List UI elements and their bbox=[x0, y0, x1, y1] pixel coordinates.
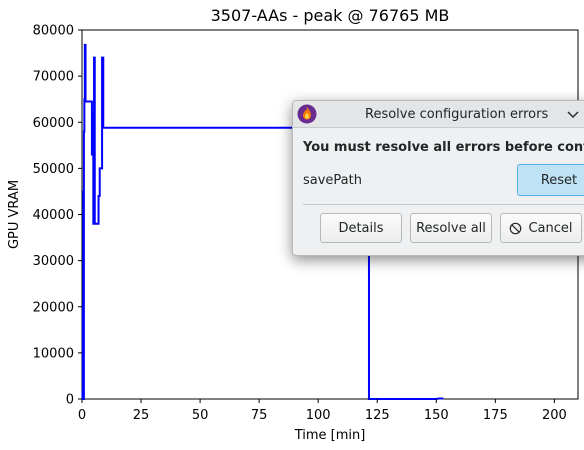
chart-title: 3507-AAs - peak @ 76765 MB bbox=[211, 6, 450, 25]
chevron-down-icon[interactable] bbox=[565, 106, 581, 122]
x-tick-label: 150 bbox=[424, 408, 449, 423]
y-tick-label: 70000 bbox=[33, 70, 74, 85]
x-tick-label: 175 bbox=[483, 408, 508, 423]
cancel-button[interactable]: Cancel bbox=[500, 213, 582, 243]
y-tick-label: 80000 bbox=[33, 24, 74, 39]
reset-button[interactable]: Reset bbox=[517, 164, 584, 196]
dialog-separator bbox=[303, 204, 584, 205]
reset-button-label: Reset bbox=[540, 172, 578, 188]
x-tick-label: 50 bbox=[192, 408, 209, 423]
cancel-button-label: Cancel bbox=[528, 220, 573, 236]
y-tick-label: 30000 bbox=[33, 254, 74, 269]
x-tick-label: 125 bbox=[365, 408, 390, 423]
cancel-circle-icon bbox=[510, 222, 522, 234]
fire-app-icon bbox=[297, 104, 317, 124]
y-axis-label: GPU VRAM bbox=[7, 180, 22, 249]
dialog-title: Resolve configuration errors bbox=[365, 107, 549, 122]
x-tick-label: 200 bbox=[542, 408, 567, 423]
resolve-errors-dialog: Resolve configuration errors You must re… bbox=[292, 100, 584, 256]
y-tick-label: 20000 bbox=[33, 300, 74, 315]
resolve-all-button[interactable]: Resolve all bbox=[410, 213, 492, 243]
error-message: You must resolve all errors before conti… bbox=[303, 140, 584, 155]
y-tick-label: 0 bbox=[66, 393, 74, 408]
dialog-titlebar[interactable]: Resolve configuration errors bbox=[293, 101, 584, 128]
x-tick-label: 25 bbox=[133, 408, 150, 423]
x-tick-label: 75 bbox=[251, 408, 268, 423]
y-tick-label: 50000 bbox=[33, 162, 74, 177]
y-tick-label: 10000 bbox=[33, 346, 74, 361]
series-line-0 bbox=[81, 43, 444, 400]
x-axis-label: Time [min] bbox=[294, 428, 366, 443]
x-tick-label: 100 bbox=[306, 408, 331, 423]
y-tick-label: 40000 bbox=[33, 208, 74, 223]
y-tick-label: 60000 bbox=[33, 116, 74, 131]
resolve-all-button-label: Resolve all bbox=[416, 220, 486, 236]
field-label-savepath: savePath bbox=[303, 173, 362, 188]
details-button[interactable]: Details bbox=[320, 213, 402, 243]
x-tick-label: 0 bbox=[78, 408, 86, 423]
details-button-label: Details bbox=[338, 220, 384, 236]
